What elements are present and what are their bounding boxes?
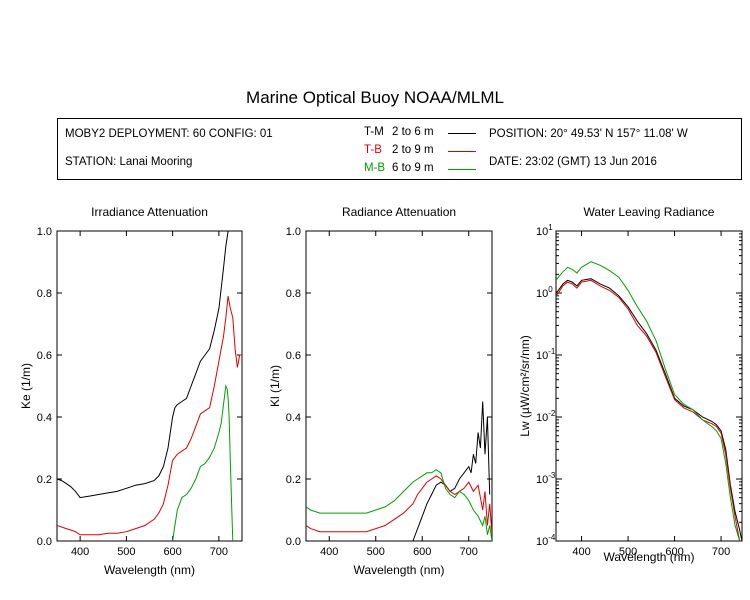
x-tick-label-radiance: 400 xyxy=(320,546,338,558)
x-axis-label-radiance: Wavelength (nm) xyxy=(354,563,445,577)
series-line-irradiance-t-b xyxy=(57,296,242,536)
y-tick-label-irradiance: 0.2 xyxy=(37,474,52,486)
legend-range-t-m: 2 to 6 m xyxy=(392,126,434,138)
legend-line-t-b xyxy=(448,151,476,152)
plot-frame-irradiance xyxy=(56,230,243,542)
chart-title-irradiance: Irradiance Attenuation xyxy=(91,205,208,219)
series-line-water-leaving-t-m xyxy=(556,278,742,541)
series-line-water-leaving-m-b xyxy=(556,261,741,541)
y-tick-label-radiance: 1.0 xyxy=(286,226,301,238)
x-tick-label-irradiance: 700 xyxy=(210,546,228,558)
legend-range-t-b: 2 to 9 m xyxy=(392,144,434,156)
x-tick-label-water-leaving: 500 xyxy=(619,546,637,558)
y-tick-label-irradiance: 0.8 xyxy=(37,288,52,300)
y-tick-label-water-leaving: 10-4 xyxy=(536,533,556,548)
y-axis-label-irradiance: Ke (1/m) xyxy=(19,363,33,409)
info-box: MOBY2 DEPLOYMENT: 60 CONFIG: 01 STATION:… xyxy=(57,118,742,180)
deployment-text: MOBY2 DEPLOYMENT: 60 CONFIG: 01 xyxy=(65,128,273,140)
y-tick-label-irradiance: 0.0 xyxy=(37,536,52,548)
plot-frame-radiance xyxy=(305,230,493,542)
x-tick-label-radiance: 700 xyxy=(460,546,478,558)
date-text: DATE: 23:02 (GMT) 13 Jun 2016 xyxy=(489,156,657,168)
x-tick-label-radiance: 600 xyxy=(413,546,431,558)
y-axis-label-radiance: Kl (1/m) xyxy=(268,365,282,407)
y-tick-label-irradiance: 0.4 xyxy=(37,412,52,424)
x-tick-label-irradiance: 500 xyxy=(117,546,135,558)
plot-frame-water-leaving xyxy=(555,230,743,542)
x-axis-label-irradiance: Wavelength (nm) xyxy=(104,563,195,577)
chart-title-water-leaving: Water Leaving Radiance xyxy=(583,205,715,219)
x-axis-label-water-leaving: Wavelength (nm) xyxy=(604,550,695,564)
x-tick-label-irradiance: 400 xyxy=(71,546,89,558)
y-axis-label-water-leaving: Lw (µW/cm²/sr/nm) xyxy=(518,335,532,437)
series-line-irradiance-t-m xyxy=(57,231,229,499)
y-tick-label-water-leaving: 100 xyxy=(536,285,553,300)
legend-line-m-b xyxy=(448,169,476,170)
y-tick-label-water-leaving: 10-2 xyxy=(536,409,556,424)
series-line-irradiance-m-b xyxy=(172,384,234,541)
y-tick-label-water-leaving: 10-3 xyxy=(536,471,556,486)
legend-line-t-m xyxy=(448,133,476,134)
legend-code-m-b: M-B xyxy=(364,162,386,174)
y-tick-label-water-leaving: 10-1 xyxy=(536,347,556,362)
x-tick-label-water-leaving: 400 xyxy=(572,546,590,558)
y-tick-label-radiance: 0.4 xyxy=(286,412,301,424)
legend-range-m-b: 6 to 9 m xyxy=(392,162,434,174)
legend-code-t-b: T-B xyxy=(364,144,382,156)
series-line-radiance-t-m xyxy=(412,401,491,541)
y-tick-label-water-leaving: 101 xyxy=(536,223,553,238)
series-line-water-leaving-t-b xyxy=(556,279,741,541)
x-tick-label-water-leaving: 700 xyxy=(712,546,730,558)
page-title: Marine Optical Buoy NOAA/MLML xyxy=(246,88,504,107)
x-tick-label-radiance: 500 xyxy=(367,546,385,558)
y-tick-label-radiance: 0.8 xyxy=(286,288,301,300)
series-line-radiance-m-b xyxy=(306,469,492,541)
x-tick-label-irradiance: 600 xyxy=(163,546,181,558)
y-tick-label-radiance: 0.6 xyxy=(286,350,301,362)
series-line-radiance-t-b xyxy=(306,475,492,535)
y-tick-label-irradiance: 0.6 xyxy=(37,350,52,362)
station-text: STATION: Lanai Mooring xyxy=(65,156,193,168)
x-tick-label-water-leaving: 600 xyxy=(665,546,683,558)
y-tick-label-radiance: 0.2 xyxy=(286,474,301,486)
chart-title-radiance: Radiance Attenuation xyxy=(341,205,457,219)
position-text: POSITION: 20° 49.53' N 157° 11.08' W xyxy=(489,128,688,140)
y-tick-label-radiance: 0.0 xyxy=(286,536,301,548)
y-tick-label-irradiance: 1.0 xyxy=(37,226,52,238)
legend-code-t-m: T-M xyxy=(364,126,384,138)
